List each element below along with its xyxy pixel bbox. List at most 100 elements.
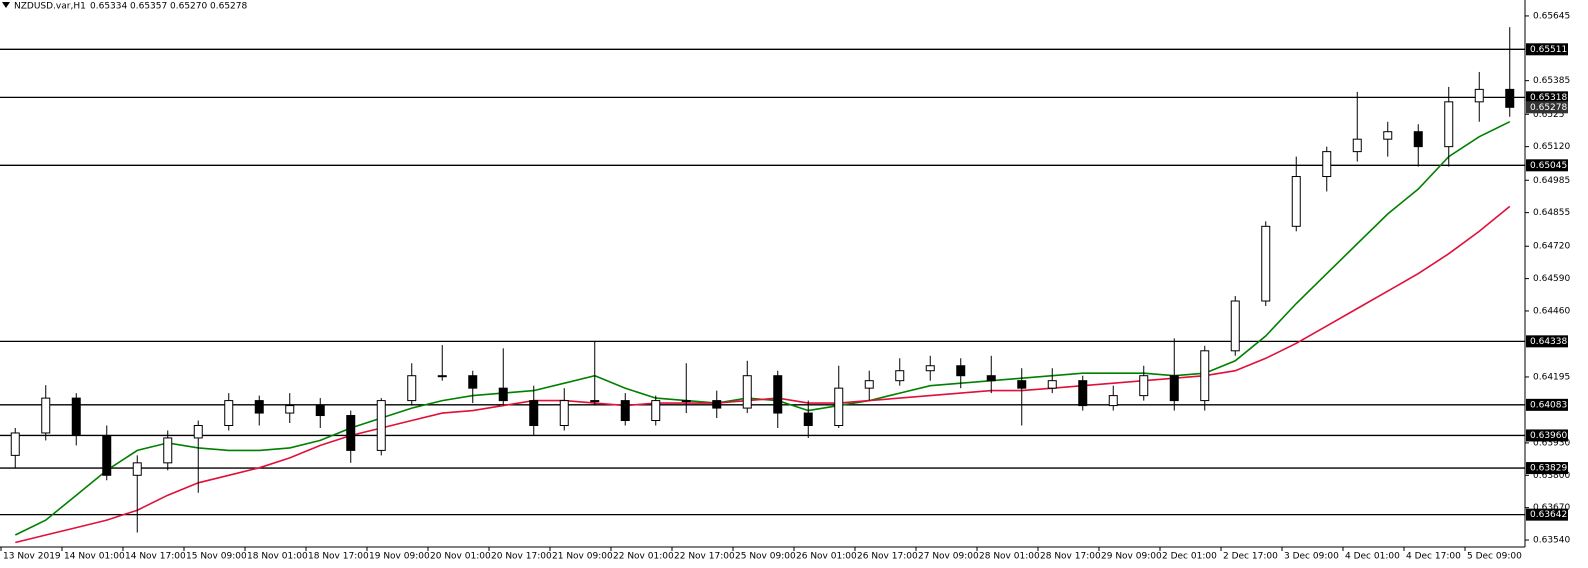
candle-body xyxy=(620,400,630,422)
candle-body xyxy=(315,405,325,417)
y-tick-label: 0.63540 xyxy=(1533,536,1570,546)
header-open: 0.65334 xyxy=(90,2,127,12)
level-label-bg xyxy=(1526,159,1568,172)
candle-body xyxy=(1505,88,1515,108)
x-tick-label: 15 Nov 09:00 xyxy=(186,552,247,562)
x-tick-label: 19 Nov 09:00 xyxy=(369,552,430,562)
candle-body xyxy=(529,400,539,426)
x-tick-label: 4 Dec 01:00 xyxy=(1345,552,1400,562)
candle-body xyxy=(773,375,783,414)
y-tick-label: 0.65120 xyxy=(1533,142,1570,152)
header-arrow xyxy=(2,2,10,8)
candle-body xyxy=(956,365,966,377)
level-label: 0.63642 xyxy=(1530,510,1567,520)
candle-body xyxy=(925,365,935,372)
candle-body xyxy=(803,412,813,426)
x-tick-label: 18 Nov 17:00 xyxy=(308,552,369,562)
candle-body xyxy=(437,375,447,378)
x-tick-label: 13 Nov 2019 xyxy=(3,552,61,562)
symbol: NZDUSD.var,H1 xyxy=(14,2,86,12)
candle-body xyxy=(102,434,112,476)
header-close: 0.65278 xyxy=(210,2,247,12)
level-label-bg xyxy=(1526,335,1568,348)
y-tick-label: 0.6525 xyxy=(1533,110,1565,120)
candle-body xyxy=(1413,131,1423,148)
y-tick-label: 0.64195 xyxy=(1533,372,1570,382)
y-tick-label: 0.65645 xyxy=(1533,11,1570,21)
candle-body xyxy=(71,397,81,436)
y-tick-label: 0.64590 xyxy=(1533,274,1570,284)
candle-body xyxy=(712,400,722,409)
header-low: 0.65270 xyxy=(170,2,207,12)
candle-body xyxy=(1230,300,1240,352)
level-label: 0.63829 xyxy=(1530,464,1567,474)
x-tick-label: 26 Nov 17:00 xyxy=(857,552,918,562)
x-tick-label: 29 Nov 09:00 xyxy=(1101,552,1162,562)
candle-body xyxy=(742,375,752,409)
candle-body xyxy=(895,370,905,382)
candle-body xyxy=(10,432,20,456)
candle-body xyxy=(864,380,874,389)
x-tick-label: 20 Nov 01:00 xyxy=(430,552,491,562)
candle-body xyxy=(346,415,356,451)
last-price-label: 0.65278 xyxy=(1530,103,1567,113)
candle-body xyxy=(1200,350,1210,402)
candle-body xyxy=(1047,380,1057,389)
candle-body xyxy=(1261,225,1271,302)
x-tick-label: 2 Dec 17:00 xyxy=(1223,552,1278,562)
y-tick-label: 0.64720 xyxy=(1533,242,1570,252)
candle-body xyxy=(224,400,234,426)
x-tick-label: 20 Nov 17:00 xyxy=(491,552,552,562)
x-tick-label: 18 Nov 01:00 xyxy=(247,552,308,562)
level-label-bg xyxy=(1526,429,1568,442)
candle-body xyxy=(468,375,478,389)
y-tick-label: 0.63930 xyxy=(1533,438,1570,448)
y-tick-label: 0.64985 xyxy=(1533,176,1570,186)
level-label-bg xyxy=(1526,462,1568,475)
x-tick-label: 25 Nov 09:00 xyxy=(735,552,796,562)
candle-body xyxy=(407,375,417,402)
header-high: 0.65357 xyxy=(130,2,167,12)
y-tick-label: 0.65385 xyxy=(1533,76,1570,86)
level-label: 0.65045 xyxy=(1530,161,1567,171)
candle-body xyxy=(163,437,173,464)
last-price-bg xyxy=(1526,101,1568,114)
x-tick-label: 27 Nov 09:00 xyxy=(918,552,979,562)
candle-body xyxy=(1108,395,1118,407)
candle-body xyxy=(132,462,142,476)
candle-body xyxy=(681,400,691,403)
level-label-bg xyxy=(1526,91,1568,104)
candle-body xyxy=(193,424,203,439)
candle-body xyxy=(1291,176,1301,227)
x-tick-label: 21 Nov 09:00 xyxy=(552,552,613,562)
y-tick-label: 0.64460 xyxy=(1533,306,1570,316)
candle-body xyxy=(1017,380,1027,389)
moving-average xyxy=(15,205,1511,544)
x-tick-label: 3 Dec 09:00 xyxy=(1284,552,1339,562)
y-tick-label: 0.63670 xyxy=(1533,503,1570,513)
candle-body xyxy=(651,400,661,422)
x-tick-label: 4 Dec 17:00 xyxy=(1406,552,1461,562)
x-tick-label: 28 Nov 17:00 xyxy=(1040,552,1101,562)
x-tick-label: 5 Dec 09:00 xyxy=(1467,552,1522,562)
candle-body xyxy=(559,400,569,426)
candle-body xyxy=(41,397,51,434)
candle-body xyxy=(1139,375,1149,397)
candle-body xyxy=(590,400,600,403)
candle-body xyxy=(1322,151,1332,178)
level-label-bg xyxy=(1526,43,1568,56)
candle-body xyxy=(376,400,386,451)
x-tick-label: 28 Nov 01:00 xyxy=(979,552,1040,562)
level-label: 0.63960 xyxy=(1530,431,1567,441)
candle-body xyxy=(1169,375,1179,402)
candle-body xyxy=(1474,88,1484,103)
candle-body xyxy=(285,405,295,414)
x-tick-label: 22 Nov 01:00 xyxy=(613,552,674,562)
candle-body xyxy=(1352,138,1362,153)
candle-body xyxy=(498,387,508,402)
candle-body xyxy=(986,375,996,382)
candle-body xyxy=(254,400,264,414)
x-tick-label: 14 Nov 01:00 xyxy=(64,552,125,562)
level-label: 0.64083 xyxy=(1530,400,1567,410)
